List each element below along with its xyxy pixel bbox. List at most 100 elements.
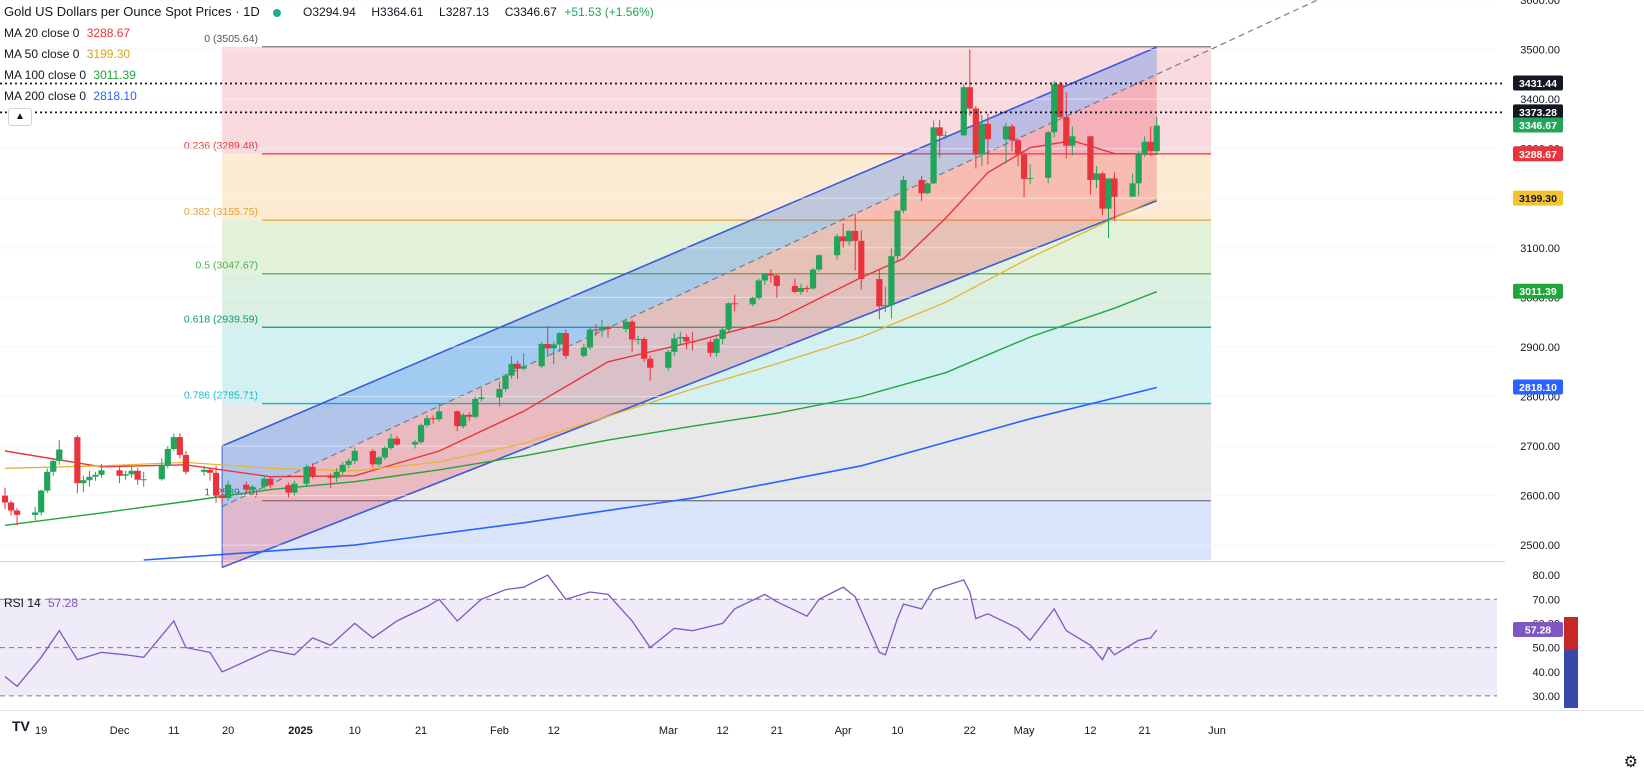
candle — [1002, 122, 1010, 164]
time-tick-label: 10 — [891, 725, 903, 737]
candle-body — [158, 464, 165, 480]
candle-body — [719, 329, 726, 339]
candle — [345, 458, 352, 469]
candle-body — [550, 344, 557, 349]
candle-body — [930, 127, 937, 184]
candle-body — [56, 449, 63, 461]
ma200-legend[interactable]: MA 200 close 0 2818.10 — [4, 89, 137, 103]
candle — [375, 455, 382, 467]
candle-body — [683, 336, 690, 342]
candle-body — [13, 510, 21, 515]
candle-body — [80, 480, 87, 484]
candle — [339, 461, 346, 475]
candle — [1087, 136, 1094, 195]
collapse-legend-button[interactable]: ▲ — [8, 108, 32, 126]
ohlc-change: +51.53 (+1.56%) — [564, 5, 654, 19]
tradingview-logo[interactable]: TV — [12, 718, 30, 734]
rsi-side-bar-blue — [1564, 650, 1578, 708]
candle — [303, 464, 310, 486]
rsi-tick-label: 70.00 — [1532, 594, 1560, 606]
candle — [803, 285, 811, 293]
fib-zone-1 — [222, 500, 1211, 560]
time-tick-label: Jun — [1208, 725, 1226, 737]
candle — [285, 482, 292, 498]
ma100-value: 3011.39 — [93, 68, 136, 82]
candle — [164, 446, 171, 469]
candle — [689, 332, 696, 351]
candle-body — [249, 486, 256, 490]
candle-body — [466, 414, 473, 417]
candle — [333, 468, 340, 482]
ma100-legend[interactable]: MA 100 close 0 3011.39 — [4, 68, 136, 82]
candle — [1111, 172, 1118, 221]
candle — [544, 326, 551, 357]
candle — [140, 471, 147, 487]
candle — [514, 360, 521, 380]
candle-body — [538, 343, 545, 367]
price-marker-label: 3199.30 — [1519, 193, 1557, 205]
candle — [846, 229, 853, 246]
candle-body — [170, 437, 177, 449]
candle — [641, 336, 648, 362]
candle — [815, 254, 823, 272]
candle-body — [755, 280, 762, 298]
ohlc-low: L3287.13 — [439, 5, 490, 19]
time-tick-label: 22 — [964, 725, 976, 737]
ma100-label: MA 100 close 0 — [4, 68, 87, 82]
candle — [86, 470, 93, 487]
candle-body — [1135, 154, 1142, 184]
candle — [773, 274, 780, 298]
candle — [598, 319, 606, 337]
price-marker-bg — [1513, 146, 1563, 162]
candle — [38, 489, 45, 516]
candle-body — [1129, 183, 1136, 197]
candle-body — [665, 351, 672, 368]
candle-body — [978, 123, 985, 155]
candle — [381, 446, 388, 460]
time-tick-label: Feb — [490, 725, 509, 737]
candle-body — [888, 256, 895, 306]
candle-body — [1014, 140, 1022, 155]
price-axis-background — [1505, 0, 1644, 562]
ma-line-ma50 — [4, 198, 1157, 472]
candle — [749, 296, 756, 307]
candle — [1147, 126, 1154, 157]
candle — [930, 120, 937, 185]
candle — [98, 463, 105, 478]
candle — [478, 388, 485, 402]
candle-body — [731, 303, 738, 305]
candle-body — [309, 466, 316, 476]
channel-lower-fill — [222, 74, 1157, 568]
candle-body — [291, 483, 298, 493]
candle — [1141, 136, 1148, 158]
candle — [436, 403, 443, 422]
candle-body — [586, 329, 594, 348]
gear-icon[interactable]: ⚙ — [1623, 754, 1638, 771]
ma20-legend[interactable]: MA 20 close 0 3288.67 — [4, 26, 130, 40]
candle-body — [1141, 141, 1148, 155]
channel-lower-line — [221, 199, 1158, 569]
candle — [604, 326, 612, 338]
candle-body — [815, 255, 823, 270]
rsi-label: RSI 14 — [4, 596, 41, 610]
ma50-label: MA 50 close 0 — [4, 47, 80, 61]
ma-line-ma100 — [4, 291, 1157, 526]
rsi-legend[interactable]: RSI 14 57.28 — [4, 596, 78, 610]
candle — [261, 475, 268, 489]
ma50-legend[interactable]: MA 50 close 0 3199.30 — [4, 47, 130, 61]
symbol-title[interactable]: Gold US Dollars per Ounce Spot Prices · … — [4, 4, 260, 19]
candle — [538, 341, 545, 369]
candle — [960, 84, 967, 137]
time-tick-label: 12 — [548, 725, 560, 737]
candle-body — [424, 418, 431, 426]
candle-body — [834, 236, 841, 256]
candle-body — [1045, 132, 1052, 178]
fib-label-0: 0 (3505.64) — [204, 33, 258, 45]
candle-body — [218, 495, 226, 499]
price-tick-label: 2500.00 — [1520, 540, 1560, 552]
candle-body — [580, 347, 587, 356]
candle — [454, 410, 461, 432]
candle — [1135, 151, 1142, 196]
candle — [592, 324, 600, 336]
